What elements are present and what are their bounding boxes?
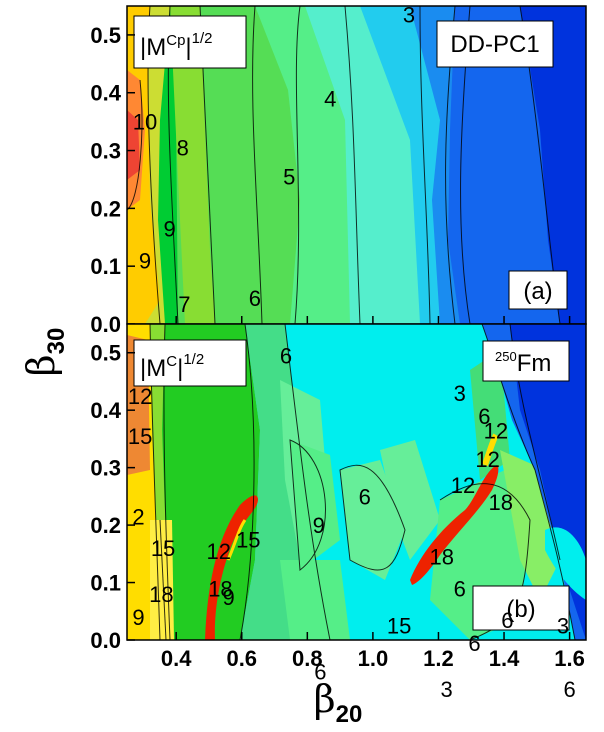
contour-label: 18	[430, 545, 454, 570]
contour-label: 9	[139, 248, 151, 273]
contour-label: 6	[478, 404, 490, 429]
x-tick-label: 1.2	[423, 646, 454, 671]
x-tick-label: 0.4	[161, 646, 192, 671]
panel-b-frame	[126, 323, 587, 641]
contour-label: 3	[441, 677, 453, 702]
panel-a-contour-labels: 3 4 10 8 5 99 7 6	[133, 3, 415, 317]
contour-label: 9	[223, 585, 235, 610]
y-axis-title: β30	[19, 328, 70, 377]
contour-label: 12	[484, 418, 508, 443]
panel-b-panel-label: (b)	[506, 596, 535, 623]
y-tick-label: 0.3	[90, 456, 121, 481]
x-tick-label: 0.6	[226, 646, 257, 671]
x-axis-ticks: 0.4 0.6 0.8 1.0 1.2 1.4 1.6	[161, 316, 585, 671]
contour-label: 15	[236, 527, 260, 552]
contour-label: 12	[128, 384, 152, 409]
contour-label: 3	[557, 614, 569, 639]
panel-a-quantity-box: |MCp|1/2	[133, 15, 247, 69]
contour-label: 6	[468, 631, 480, 656]
contour-label: 7	[178, 292, 190, 317]
contour-label: 5	[283, 165, 295, 190]
y-tick-label: 0.1	[90, 254, 121, 279]
contour-label: 6	[454, 576, 466, 601]
contour-label: 6	[314, 660, 326, 685]
contour-label: 6	[501, 608, 513, 633]
panel-b-quantity-box: |MC|1/2	[133, 339, 247, 387]
x-tick-label: 0.8	[292, 646, 323, 671]
y-tick-label: 0.2	[90, 196, 121, 221]
contour-label: 8	[177, 136, 189, 161]
contour-label: 18	[489, 490, 513, 515]
x-tick-label: 1.0	[358, 646, 389, 671]
contour-label: 6	[280, 344, 292, 369]
y-tick-label: 0.4	[90, 81, 121, 106]
panel-b-panel-label-box: (b)	[472, 585, 570, 631]
contour-label: 6	[249, 286, 261, 311]
panel-a-model-label: DD-PC1	[450, 31, 539, 58]
contour-label: 6	[563, 677, 575, 702]
contour-label: 12	[475, 447, 499, 472]
panel-a-panel-label-box: (a)	[508, 270, 568, 310]
y-tick-label: 0.5	[90, 23, 121, 48]
contour-label: 9	[132, 605, 144, 630]
contour-label: 3	[403, 3, 415, 28]
contour-label: 15	[387, 614, 411, 639]
x-tick-label: 1.4	[489, 646, 520, 671]
contour-label: 10	[133, 110, 157, 135]
contour-label: 15	[151, 536, 175, 561]
contour-label: 15	[128, 424, 152, 449]
contour-label: 6	[359, 484, 371, 509]
y-tick-label: 0.0	[90, 312, 121, 337]
panel-b-nucleus-label: 250Fm	[495, 349, 551, 377]
contour-label: 12	[451, 473, 475, 498]
y-tick-label: 0.2	[90, 513, 121, 538]
contour-label: 2	[132, 504, 144, 529]
y-tick-label: 0.1	[90, 571, 121, 596]
panel-a-model-box: DD-PC1	[436, 20, 554, 68]
panel-b-y-ticks: 0.0 0.1 0.2 0.3 0.4 0.5	[90, 341, 135, 653]
panel-a-quantity-label: |MCp|1/2	[140, 30, 213, 61]
panel-a: |MCp|1/2 DD-PC1 (a) 3 4 10 8 5 99 7 6 0.0 0.1 0.2…	[90, 3, 587, 337]
contour-label: 4	[324, 87, 336, 112]
panel-b-nucleus-box: 250Fm	[482, 340, 570, 382]
contour-label: 12	[207, 539, 231, 564]
contour-label: 9	[313, 513, 325, 538]
y-tick-label: 0.5	[90, 341, 121, 366]
contour-label: 3	[454, 381, 466, 406]
x-tick-label: 1.6	[554, 646, 585, 671]
y-tick-label: 0.0	[90, 628, 121, 653]
x-axis-title: β20	[314, 677, 363, 728]
y-tick-label: 0.3	[90, 139, 121, 164]
panel-b-quantity-label: |MC|1/2	[140, 351, 204, 382]
contour-label: 18	[149, 582, 173, 607]
contour-label: 18	[208, 576, 232, 601]
contour-label: 9	[163, 217, 175, 242]
panel-a-panel-label: (a)	[523, 278, 552, 305]
panel-a-y-ticks: 0.0 0.1 0.2 0.3 0.4 0.5	[90, 23, 135, 337]
y-tick-label: 0.4	[90, 398, 121, 423]
